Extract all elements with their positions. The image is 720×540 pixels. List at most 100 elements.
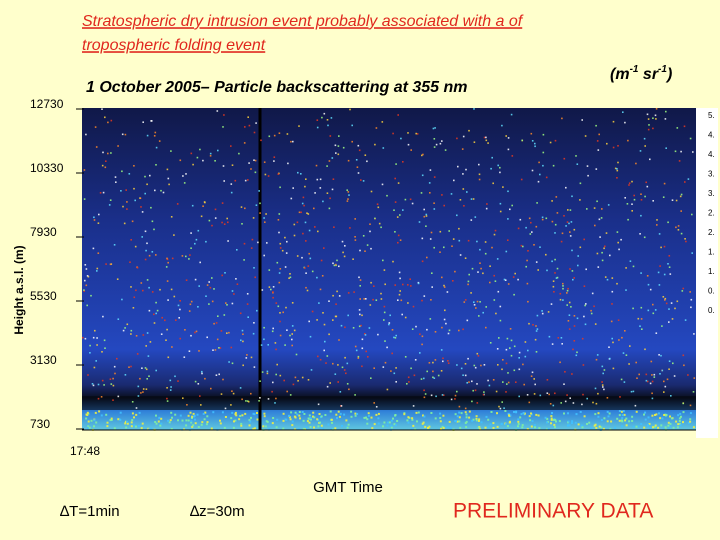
- speckle: [145, 249, 147, 252]
- speckle: [166, 257, 168, 260]
- speckle: [93, 219, 96, 221]
- speckle: [231, 290, 234, 292]
- speckle: [310, 369, 313, 371]
- speckle: [616, 168, 618, 170]
- speckle: [117, 318, 120, 320]
- speckle: [568, 328, 571, 330]
- speckle: [321, 116, 323, 119]
- speckle: [647, 416, 650, 419]
- speckle: [294, 376, 297, 379]
- speckle: [531, 169, 534, 172]
- speckle: [569, 268, 571, 270]
- speckle: [687, 178, 690, 180]
- speckle: [421, 422, 424, 425]
- speckle: [631, 203, 633, 205]
- speckle: [677, 414, 680, 417]
- speckle: [407, 284, 409, 286]
- speckle: [351, 124, 353, 127]
- speckle: [113, 365, 116, 368]
- speckle: [581, 403, 583, 406]
- speckle: [134, 245, 137, 248]
- speckle: [214, 217, 217, 219]
- speckle: [499, 305, 502, 308]
- speckle: [684, 238, 686, 240]
- speckle: [331, 421, 333, 424]
- speckle: [375, 413, 378, 416]
- y-tick-label: 730: [30, 417, 50, 431]
- speckle: [545, 253, 547, 256]
- speckle: [420, 192, 423, 194]
- speckle: [361, 314, 363, 317]
- speckle: [132, 307, 135, 309]
- speckle: [662, 296, 665, 298]
- speckle: [647, 309, 650, 312]
- speckle: [668, 360, 671, 362]
- speckle: [443, 318, 446, 321]
- speckle: [250, 392, 252, 395]
- speckle: [573, 228, 576, 231]
- speckle: [119, 419, 122, 421]
- speckle: [482, 311, 484, 314]
- speckle: [668, 368, 670, 370]
- speckle: [554, 418, 557, 421]
- speckle: [255, 122, 257, 124]
- speckle: [464, 411, 467, 414]
- speckle: [648, 423, 651, 425]
- speckle: [233, 293, 235, 295]
- speckle: [382, 425, 384, 428]
- speckle: [344, 245, 346, 247]
- speckle: [366, 160, 368, 163]
- speckle: [473, 304, 476, 306]
- speckle: [556, 276, 559, 279]
- colorbar-label: 2.: [708, 228, 715, 237]
- speckle: [96, 267, 99, 270]
- speckle: [270, 288, 272, 291]
- speckle: [133, 296, 136, 299]
- speckle: [393, 423, 396, 426]
- speckle: [146, 242, 148, 245]
- speckle: [322, 312, 324, 314]
- colorbar-label: 2.: [708, 209, 715, 218]
- speckle: [263, 412, 266, 415]
- speckle: [332, 362, 334, 365]
- speckle: [336, 290, 338, 293]
- speckle: [263, 217, 265, 219]
- speckle: [253, 413, 256, 416]
- speckle: [493, 233, 496, 236]
- speckle: [293, 428, 296, 431]
- speckle: [604, 276, 607, 278]
- speckle: [668, 266, 671, 268]
- speckle: [434, 417, 437, 420]
- speckle: [407, 421, 410, 424]
- y-tick-label: 10330: [30, 161, 64, 175]
- speckle: [652, 303, 654, 306]
- speckle: [561, 232, 564, 235]
- speckle: [334, 315, 337, 318]
- speckle: [167, 261, 169, 264]
- speckle: [433, 377, 436, 379]
- speckle: [309, 257, 312, 260]
- speckle: [227, 240, 229, 242]
- speckle: [439, 417, 442, 419]
- unit-part: ): [665, 66, 672, 83]
- speckle: [682, 354, 685, 357]
- speckle: [399, 239, 402, 241]
- speckle: [285, 306, 287, 309]
- speckle: [85, 417, 88, 420]
- speckle: [94, 329, 96, 332]
- speckle: [225, 302, 227, 304]
- speckle: [568, 424, 571, 427]
- speckle: [504, 423, 507, 426]
- speckle: [224, 407, 227, 410]
- speckle: [393, 209, 395, 211]
- speckle: [394, 337, 397, 339]
- speckle: [423, 208, 425, 211]
- speckle: [146, 134, 149, 137]
- speckle: [407, 376, 410, 379]
- speckle: [146, 183, 148, 186]
- speckle: [566, 221, 569, 223]
- speckle: [165, 266, 168, 268]
- speckle: [142, 334, 145, 336]
- speckle: [442, 360, 444, 363]
- speckle: [535, 330, 538, 332]
